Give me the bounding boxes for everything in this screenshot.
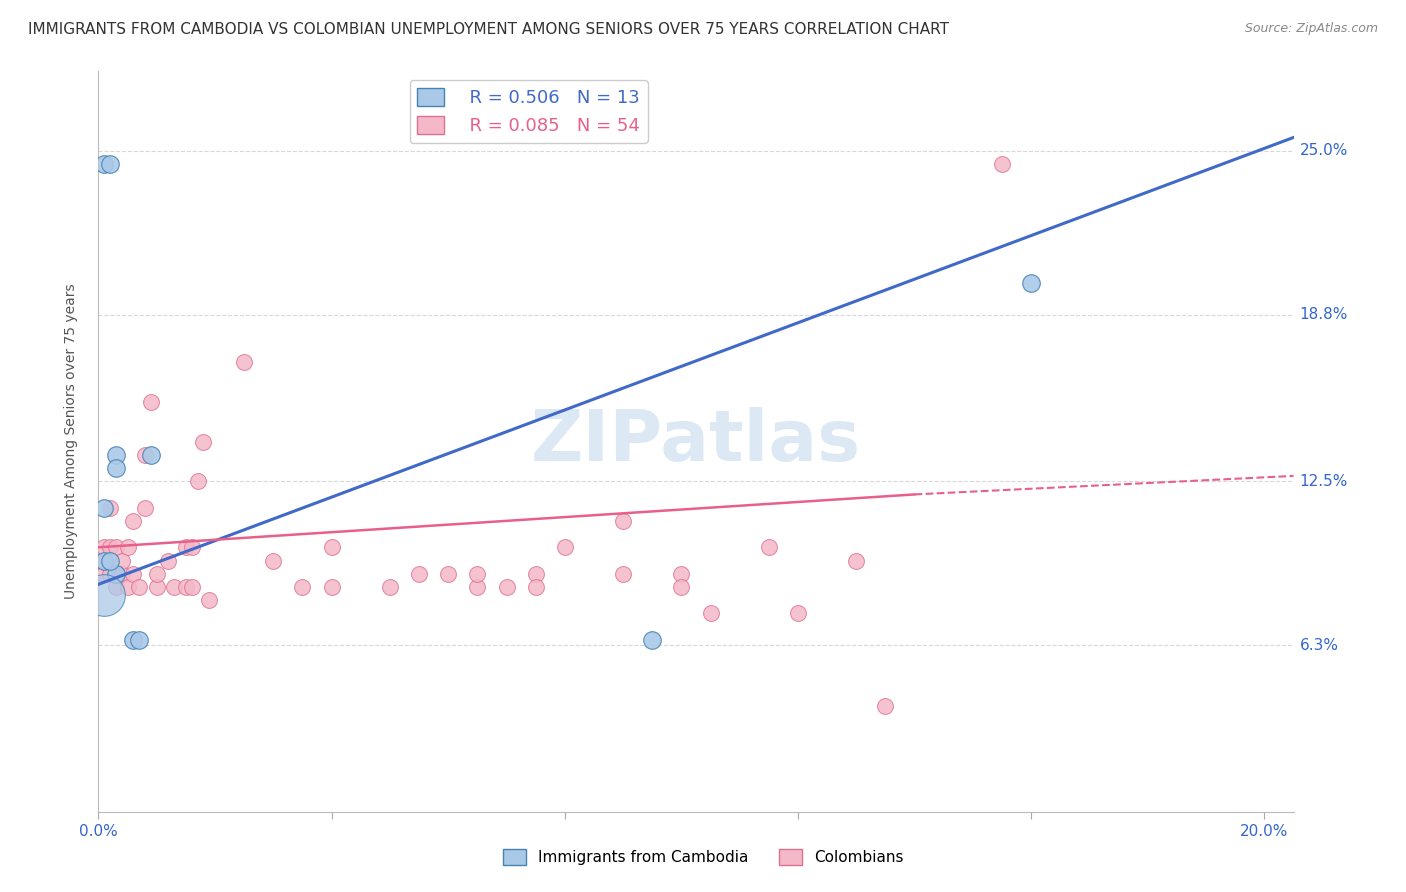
Point xyxy=(139,395,162,409)
Point xyxy=(111,566,134,581)
Point xyxy=(641,632,664,647)
Point xyxy=(408,566,430,581)
Point xyxy=(554,541,576,555)
Point xyxy=(117,541,139,555)
Point xyxy=(612,566,634,581)
Point xyxy=(186,474,208,488)
Point xyxy=(467,566,489,581)
Point xyxy=(104,566,127,581)
Text: IMMIGRANTS FROM CAMBODIA VS COLOMBIAN UNEMPLOYMENT AMONG SENIORS OVER 75 YEARS C: IMMIGRANTS FROM CAMBODIA VS COLOMBIAN UN… xyxy=(28,22,949,37)
Point xyxy=(193,434,215,449)
Text: 25.0%: 25.0% xyxy=(1299,144,1348,158)
Point xyxy=(93,553,115,567)
Point xyxy=(1019,276,1042,290)
Point xyxy=(321,541,343,555)
Point xyxy=(671,566,693,581)
Point xyxy=(98,541,121,555)
Point xyxy=(524,566,547,581)
Text: 12.5%: 12.5% xyxy=(1299,474,1348,489)
Point xyxy=(139,448,162,462)
Point xyxy=(174,580,197,594)
Point xyxy=(104,541,127,555)
Point xyxy=(524,580,547,594)
Point xyxy=(117,580,139,594)
Point xyxy=(93,566,115,581)
Point xyxy=(104,461,127,475)
Text: 6.3%: 6.3% xyxy=(1299,638,1339,653)
Point xyxy=(145,566,167,581)
Legend: Immigrants from Cambodia, Colombians: Immigrants from Cambodia, Colombians xyxy=(496,843,910,871)
Point xyxy=(134,500,156,515)
Point xyxy=(198,593,221,607)
Point xyxy=(467,580,489,594)
Point xyxy=(104,448,127,462)
Point xyxy=(787,607,810,621)
Point xyxy=(321,580,343,594)
Point xyxy=(122,632,145,647)
Point xyxy=(157,553,180,567)
Point xyxy=(180,580,202,594)
Point xyxy=(612,514,634,528)
Point xyxy=(671,580,693,594)
Point xyxy=(104,580,127,594)
Point xyxy=(122,566,145,581)
Point xyxy=(122,514,145,528)
Text: ZIPatlas: ZIPatlas xyxy=(531,407,860,476)
Text: Source: ZipAtlas.com: Source: ZipAtlas.com xyxy=(1244,22,1378,36)
Point xyxy=(378,580,401,594)
Point xyxy=(291,580,314,594)
Point xyxy=(758,541,780,555)
Point xyxy=(104,566,127,581)
Point xyxy=(991,157,1014,171)
Point xyxy=(128,632,150,647)
Point xyxy=(145,580,167,594)
Text: 18.8%: 18.8% xyxy=(1299,307,1348,322)
Point xyxy=(128,580,150,594)
Point xyxy=(495,580,517,594)
Point xyxy=(233,355,256,369)
Point xyxy=(845,553,868,567)
Point xyxy=(93,500,115,515)
Point xyxy=(180,541,202,555)
Point xyxy=(93,553,115,567)
Point xyxy=(262,553,284,567)
Point xyxy=(111,553,134,567)
Point xyxy=(98,500,121,515)
Point xyxy=(93,157,115,171)
Point xyxy=(93,588,115,602)
Point xyxy=(875,698,897,713)
Legend:   R = 0.506   N = 13,   R = 0.085   N = 54: R = 0.506 N = 13, R = 0.085 N = 54 xyxy=(409,80,648,143)
Point xyxy=(98,566,121,581)
Point xyxy=(98,553,121,567)
Point xyxy=(163,580,186,594)
Y-axis label: Unemployment Among Seniors over 75 years: Unemployment Among Seniors over 75 years xyxy=(63,284,77,599)
Point xyxy=(93,541,115,555)
Point xyxy=(174,541,197,555)
Point xyxy=(98,157,121,171)
Point xyxy=(134,448,156,462)
Point xyxy=(437,566,460,581)
Point xyxy=(699,607,721,621)
